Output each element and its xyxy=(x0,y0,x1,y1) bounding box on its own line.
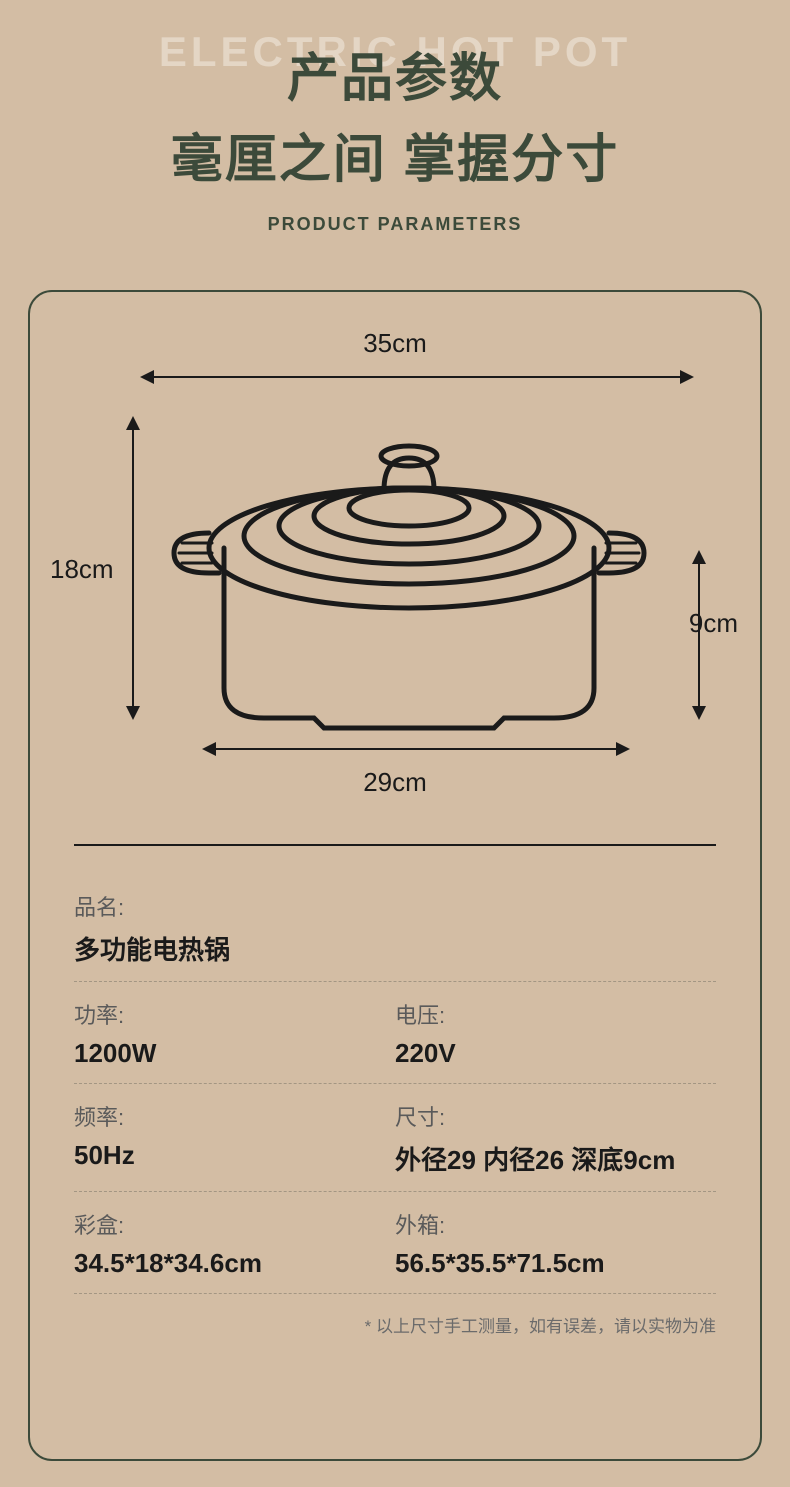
spec-size-label: 尺寸: xyxy=(395,1100,716,1132)
spec-power-label: 功率: xyxy=(74,998,395,1030)
dimension-top-arrow xyxy=(142,376,692,378)
title-line-1: 产品参数 xyxy=(0,36,790,111)
title-line-2: 毫厘之间 掌握分寸 xyxy=(0,117,790,192)
spec-colorbox-label: 彩盒: xyxy=(74,1208,395,1240)
spec-name-value: 多功能电热锅 xyxy=(74,930,716,967)
dimension-top-label: 35cm xyxy=(363,328,427,359)
spec-freq-value: 50Hz xyxy=(74,1140,395,1171)
spec-row-boxes: 彩盒: 34.5*18*34.6cm 外箱: 56.5*35.5*71.5cm xyxy=(74,1192,716,1294)
dimension-bottom-label: 29cm xyxy=(363,767,427,798)
spec-card: 35cm 18cm 9cm 29cm xyxy=(28,290,762,1461)
spec-voltage-label: 电压: xyxy=(395,998,716,1030)
spec-row-name: 品名: 多功能电热锅 xyxy=(74,874,716,982)
spec-colorbox-value: 34.5*18*34.6cm xyxy=(74,1248,395,1279)
spec-freq-label: 频率: xyxy=(74,1100,395,1132)
dimension-left-label: 18cm xyxy=(50,554,114,585)
header: ELECTRIC HOT POT 产品参数 毫厘之间 掌握分寸 PRODUCT … xyxy=(0,0,790,235)
dimension-left-arrow xyxy=(132,418,134,718)
spec-name-label: 品名: xyxy=(74,890,716,922)
dimension-right-arrow xyxy=(698,552,700,718)
footnote: * 以上尺寸手工测量，如有误差，请以实物为准 xyxy=(74,1312,716,1337)
spec-power-value: 1200W xyxy=(74,1038,395,1069)
spec-voltage-value: 220V xyxy=(395,1038,716,1069)
spec-row-freq-size: 频率: 50Hz 尺寸: 外径29 内径26 深底9cm xyxy=(74,1084,716,1192)
spec-outerbox-label: 外箱: xyxy=(395,1208,716,1240)
subtitle: PRODUCT PARAMETERS xyxy=(0,214,790,235)
spec-size-value: 外径29 内径26 深底9cm xyxy=(395,1140,716,1177)
dimension-right-label: 9cm xyxy=(689,608,738,639)
dimension-diagram: 35cm 18cm 9cm 29cm xyxy=(74,328,716,798)
spec-outerbox-value: 56.5*35.5*71.5cm xyxy=(395,1248,716,1279)
dimension-bottom-arrow xyxy=(204,748,628,750)
divider-line xyxy=(74,844,716,846)
pot-illustration xyxy=(164,398,654,738)
spec-row-power-voltage: 功率: 1200W 电压: 220V xyxy=(74,982,716,1084)
